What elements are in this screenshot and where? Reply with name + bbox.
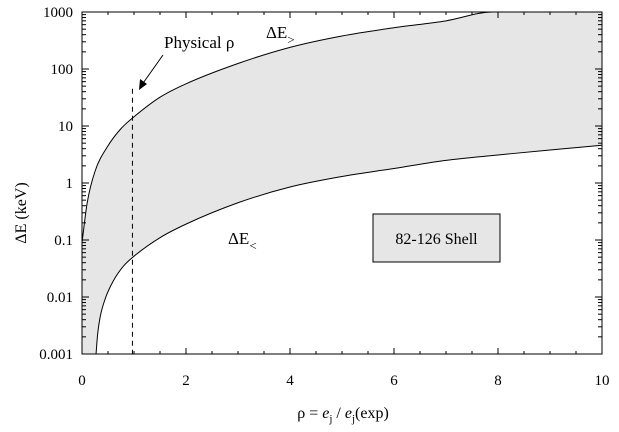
x-axis-title-slash: / bbox=[332, 405, 344, 422]
band-fill-layer bbox=[82, 12, 602, 354]
x-axis-title-prefix: ρ = bbox=[297, 405, 322, 422]
physical-rho-label: Physical ρ bbox=[164, 33, 234, 52]
x-axis-title-e1: e bbox=[322, 405, 329, 422]
x-axis-title-sub1: j bbox=[328, 413, 332, 425]
x-tick-label: 2 bbox=[182, 373, 190, 389]
physical-rho-arrow bbox=[140, 54, 164, 87]
series-label-upper-base: ΔE bbox=[266, 23, 287, 42]
x-tick-label: 6 bbox=[390, 373, 398, 389]
series-label-lower-base: ΔE bbox=[228, 229, 249, 248]
y-axis-title: ΔE (keV) bbox=[13, 182, 30, 243]
series-label-lower: ΔE< bbox=[228, 229, 257, 253]
y-tick-label: 0.01 bbox=[47, 290, 73, 306]
x-axis-title-e2: e bbox=[345, 405, 352, 422]
y-tick-label: 1 bbox=[66, 176, 74, 192]
curve-layer bbox=[81, 11, 603, 355]
x-axis-title: ρ = ej / ej(exp) bbox=[297, 405, 389, 425]
y-ticks: 0.001 0.01 0.1 1 10 100 1000 bbox=[39, 5, 602, 363]
x-axis-title-sub2: j bbox=[351, 413, 355, 425]
annotation-layer bbox=[131, 54, 164, 354]
band-fill bbox=[82, 12, 602, 354]
x-axis-title-suffix: (exp) bbox=[355, 405, 389, 422]
x-tick-label: 10 bbox=[595, 373, 610, 389]
series-label-upper-sub: > bbox=[287, 32, 294, 47]
x-tick-label: 4 bbox=[286, 373, 294, 389]
series-label-lower-sub: < bbox=[249, 238, 256, 253]
shell-box-label: 82-126 Shell bbox=[395, 231, 478, 248]
x-tick-label: 0 bbox=[78, 373, 86, 389]
y-axis-title-delta: Δ bbox=[13, 233, 30, 243]
shell-box bbox=[372, 213, 501, 263]
series-line-upper bbox=[81, 11, 602, 243]
series-line-lower bbox=[95, 144, 603, 355]
y-tick-label: 1000 bbox=[43, 5, 73, 21]
y-tick-label: 0.1 bbox=[54, 233, 73, 249]
x-tick-label: 8 bbox=[494, 373, 502, 389]
physical-rho-arrowhead bbox=[139, 79, 147, 90]
y-tick-label: 100 bbox=[51, 62, 74, 78]
series-label-upper: ΔE> bbox=[266, 23, 295, 47]
y-tick-label: 0.001 bbox=[39, 347, 73, 363]
y-axis-title-rest: E (keV) bbox=[13, 182, 30, 233]
x-ticks: 0 2 4 6 8 10 bbox=[78, 12, 610, 389]
y-tick-label: 10 bbox=[58, 119, 73, 135]
